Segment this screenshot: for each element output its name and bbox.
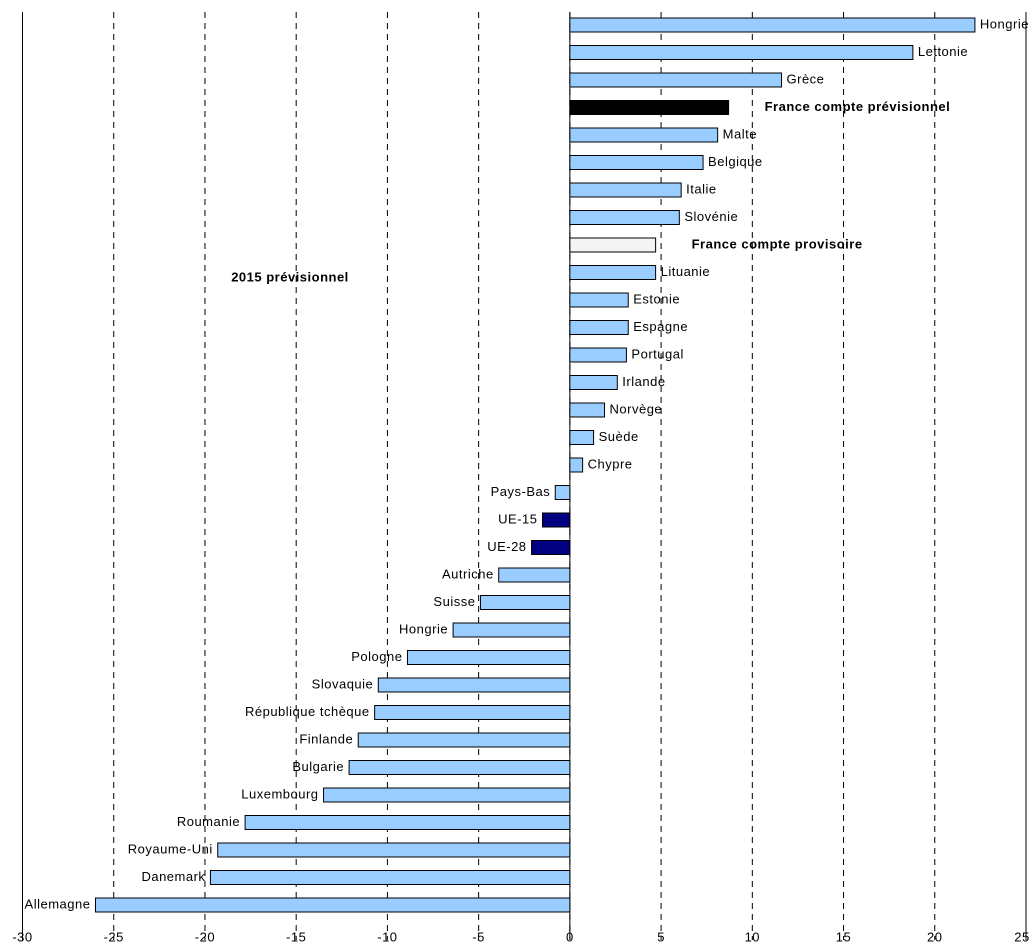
x-tick-label: -10	[377, 929, 397, 944]
bar	[554, 485, 571, 500]
x-tick-label: 20	[927, 929, 942, 944]
annotation: 2015 prévisionnel	[231, 269, 349, 284]
bar	[569, 265, 657, 280]
bar	[569, 292, 629, 308]
bar	[209, 870, 571, 885]
bar	[569, 100, 730, 115]
bar-label: Hongrie	[399, 621, 448, 636]
bar-label: Lituanie	[661, 264, 711, 279]
x-tick-label: -25	[104, 929, 124, 944]
bar	[541, 512, 571, 528]
bar-label: Portugal	[631, 346, 683, 361]
bar	[569, 430, 595, 445]
bar-label: Lettonie	[918, 44, 968, 59]
x-tick-label: -30	[12, 929, 32, 944]
bar-label: France compte provisoire	[692, 236, 863, 251]
x-tick-label: 5	[657, 929, 665, 944]
bar	[569, 155, 704, 170]
bar	[569, 375, 618, 390]
bar	[348, 760, 571, 775]
bar	[569, 320, 629, 335]
bar-label: Royaume-Uni	[128, 841, 213, 856]
bar-label: Belgique	[708, 154, 763, 169]
bar-label: Suède	[599, 429, 639, 444]
bar	[244, 815, 571, 830]
bar-label: France compte prévisionnel	[765, 99, 951, 114]
bar-label: Suisse	[433, 594, 475, 609]
bar	[569, 182, 682, 198]
x-tick-label: -5	[472, 929, 485, 944]
bar-label: Norvège	[610, 401, 663, 416]
bar-label: Espagne	[633, 319, 688, 334]
x-tick-label: -20	[195, 929, 215, 944]
bar-label: Allemagne	[25, 896, 91, 911]
bar	[569, 72, 783, 88]
bar	[406, 650, 571, 665]
bar-label: Pays-Bas	[491, 484, 551, 499]
x-tick-label: 25	[1014, 929, 1029, 944]
bar-label: Irlande	[622, 374, 665, 389]
bar-label: Bulgarie	[292, 759, 344, 774]
bar	[479, 595, 571, 610]
bar	[94, 897, 571, 913]
bar-label: Grèce	[787, 71, 825, 86]
bar-label: Hongrie	[980, 16, 1029, 31]
x-tick-label: -15	[286, 929, 306, 944]
bar-label: Danemark	[141, 869, 205, 884]
bar-label: Slovénie	[684, 209, 738, 224]
bar	[498, 567, 571, 583]
bar	[569, 402, 606, 418]
bar	[569, 237, 657, 253]
bar-label: Pologne	[351, 649, 402, 664]
bar-label: Estonie	[633, 291, 680, 306]
bar-label: UE-15	[498, 511, 537, 526]
bar	[357, 732, 571, 748]
bar-label: Italie	[686, 181, 716, 196]
bar	[217, 842, 571, 858]
bar-label: Chypre	[588, 456, 633, 471]
bar-label: Finlande	[299, 731, 353, 746]
bar	[377, 677, 571, 693]
bar-label: Luxembourg	[241, 786, 318, 801]
bar-label: UE-28	[487, 539, 526, 554]
bar	[569, 457, 584, 473]
bar-label: Roumanie	[177, 814, 240, 829]
bar-label: Malte	[723, 126, 757, 141]
bar	[569, 127, 719, 143]
bar	[569, 347, 627, 363]
bar-label: République tchèque	[245, 704, 370, 719]
bar	[374, 705, 571, 720]
x-tick-label: 10	[745, 929, 760, 944]
bar	[323, 787, 571, 803]
bar-label: Autriche	[442, 566, 494, 581]
bar	[531, 540, 571, 555]
bar	[569, 210, 680, 225]
x-tick-label: 15	[836, 929, 851, 944]
bar	[569, 17, 976, 33]
bar-label: Slovaquie	[312, 676, 374, 691]
bar	[569, 45, 914, 60]
bar	[452, 622, 571, 638]
